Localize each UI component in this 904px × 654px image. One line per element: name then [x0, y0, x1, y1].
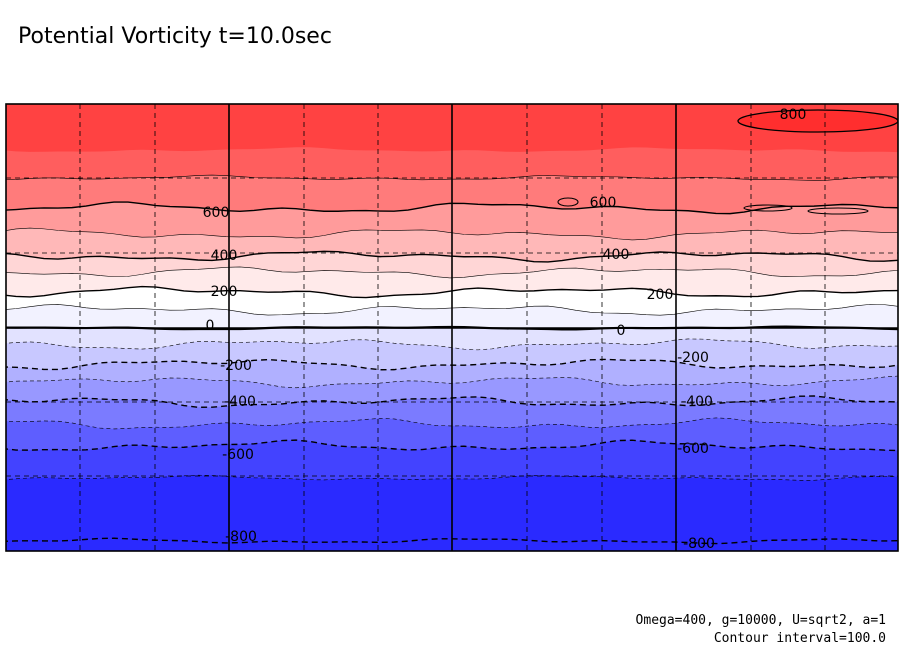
- contour-label: -200: [677, 350, 709, 366]
- plot-frame: [5, 103, 899, 552]
- contour-line-800-closed: [737, 109, 898, 133]
- contour-label: 0: [206, 318, 215, 334]
- contour-label: 200: [211, 284, 238, 300]
- contour-line--100: [6, 338, 898, 351]
- contour-label: -800: [683, 536, 715, 552]
- contour-label: -400: [681, 394, 713, 410]
- parameters-note: Omega=400, g=10000, U=sqrt2, a=1: [635, 613, 886, 628]
- chart-title: Potential Vorticity t=10.0sec: [18, 24, 332, 49]
- contour-line--300: [6, 375, 898, 389]
- contour-label: -600: [222, 447, 254, 463]
- contour-island-600-2: [807, 207, 869, 215]
- contour-label: -200: [220, 358, 252, 374]
- contour-line-200: [6, 285, 898, 299]
- contour-label: 0: [617, 323, 626, 339]
- contour-line--500: [6, 417, 898, 430]
- contour-island-600-0: [557, 197, 579, 207]
- contour-line-700: [6, 174, 898, 181]
- contour-label: 200: [647, 287, 674, 303]
- contour-island-600-1: [743, 204, 793, 212]
- contour-line-100: [6, 304, 898, 316]
- contour-label: 400: [211, 248, 238, 264]
- contour-label: 400: [603, 247, 630, 263]
- contour-label: -800: [225, 529, 257, 545]
- contour-line--700: [6, 474, 898, 481]
- contour-label: 600: [203, 205, 230, 221]
- grid-lines: [6, 104, 898, 551]
- contour-line-300: [6, 266, 898, 279]
- contour-labels: 800 600 600 400 400 200 200 0 0 -200 -200 -400 -400 -…: [203, 107, 807, 552]
- contour-label: -600: [677, 441, 709, 457]
- contour-label: -400: [224, 394, 256, 410]
- contour-label: 600: [590, 195, 617, 211]
- contour-interval-note: Contour interval=100.0: [713, 631, 886, 646]
- contour-line-600: [6, 201, 898, 215]
- contour-label: 800: [780, 107, 807, 123]
- contour-line-500: [6, 227, 898, 241]
